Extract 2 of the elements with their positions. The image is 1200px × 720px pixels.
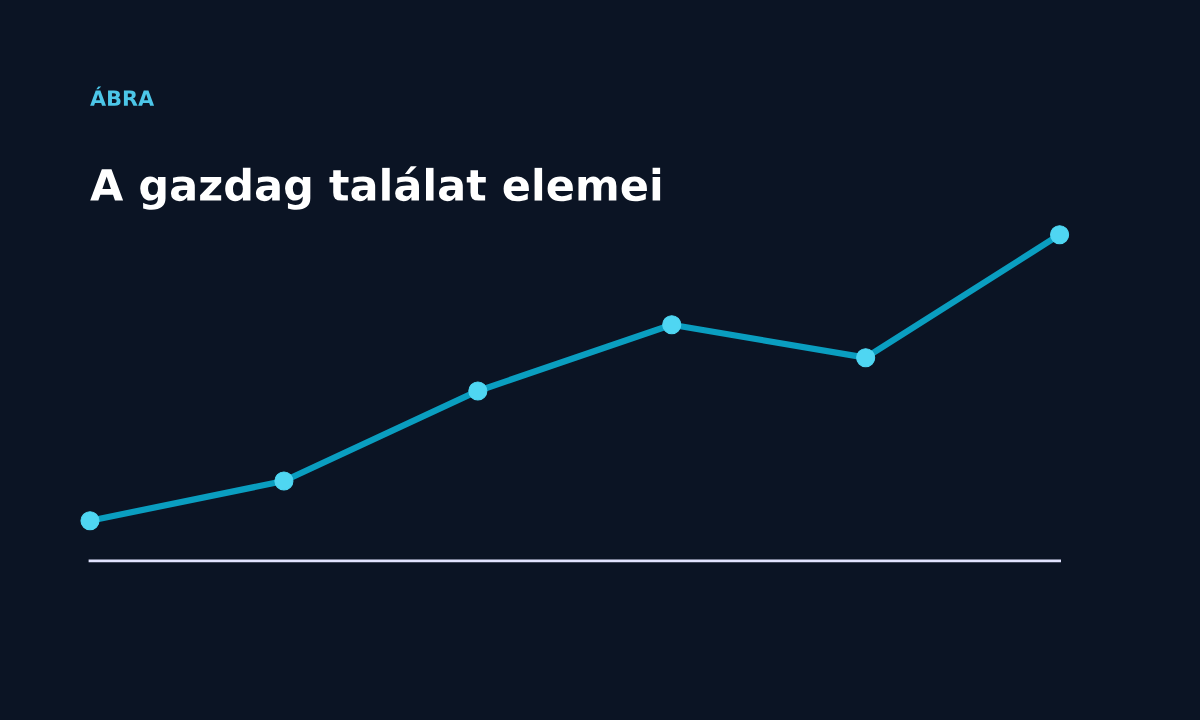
chart-title: A gazdag találat elemei [90,166,661,210]
chart-subtitle: ÁBRA [90,86,155,106]
